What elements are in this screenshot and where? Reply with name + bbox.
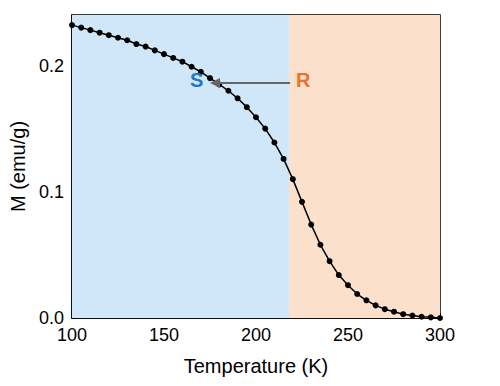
svg-text:250: 250 bbox=[333, 325, 363, 345]
svg-text:S: S bbox=[190, 69, 203, 91]
svg-text:0.0: 0.0 bbox=[39, 308, 64, 328]
svg-text:150: 150 bbox=[149, 325, 179, 345]
svg-text:0.1: 0.1 bbox=[39, 182, 64, 202]
svg-text:Temperature (K): Temperature (K) bbox=[184, 355, 329, 377]
svg-text:0.2: 0.2 bbox=[39, 56, 64, 76]
svg-text:M (emu/g): M (emu/g) bbox=[7, 121, 29, 212]
svg-text:200: 200 bbox=[241, 325, 271, 345]
svg-text:R: R bbox=[296, 69, 311, 91]
svg-text:300: 300 bbox=[425, 325, 455, 345]
svg-text:100: 100 bbox=[57, 325, 87, 345]
